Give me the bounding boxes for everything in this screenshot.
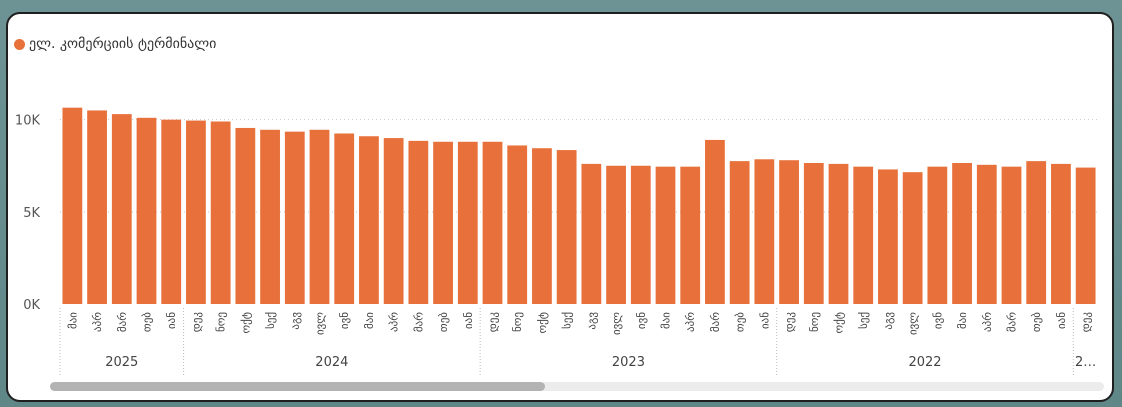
x-tick-label: მარ <box>709 312 722 332</box>
bar[interactable] <box>927 166 948 304</box>
bar[interactable] <box>952 162 972 304</box>
x-tick-label: ივნ <box>338 312 351 329</box>
x-tick-label: მარ <box>1006 312 1019 332</box>
horizontal-scrollbar-thumb[interactable] <box>50 382 545 391</box>
bar[interactable] <box>186 120 206 304</box>
bar[interactable] <box>408 140 429 304</box>
x-tick-label: ივლ <box>314 312 327 335</box>
bar[interactable] <box>779 160 799 304</box>
bar[interactable] <box>457 141 478 304</box>
y-tick-label: 10K <box>15 114 41 129</box>
x-tick-label: ნოე <box>215 312 228 332</box>
bar[interactable] <box>433 141 453 304</box>
bar[interactable] <box>87 110 107 304</box>
year-label: 2022 <box>908 355 941 370</box>
bar[interactable] <box>803 162 824 304</box>
x-tick-label: ოქტ <box>239 312 252 333</box>
bar[interactable] <box>136 117 157 305</box>
x-tick-label: იან <box>462 312 475 329</box>
x-tick-label: აპრ <box>981 312 994 332</box>
bar[interactable] <box>581 163 602 304</box>
legend-dot <box>14 38 25 50</box>
x-tick-label: დეკ <box>190 312 203 333</box>
year-label: 2… <box>1075 355 1096 370</box>
bar[interactable] <box>161 119 182 304</box>
x-tick-label: მარ <box>412 312 425 332</box>
x-tick-label: იან <box>1055 312 1068 329</box>
bar[interactable] <box>111 114 132 305</box>
bar[interactable] <box>1026 161 1047 304</box>
bar[interactable] <box>754 159 775 304</box>
x-tick-label: იან <box>758 312 771 329</box>
bar[interactable] <box>878 169 898 304</box>
chart-card: ელ. კომერციის ტერმინალი 0K 5K 10K მაი აპრ მარ… <box>6 12 1114 402</box>
bar[interactable] <box>210 121 231 304</box>
x-tick-label: ნოე <box>511 312 524 332</box>
bar[interactable] <box>507 145 528 304</box>
x-tick-label: აპრ <box>684 312 697 332</box>
x-tick-label: მაი <box>363 312 376 329</box>
bar[interactable] <box>260 129 280 304</box>
bar[interactable] <box>62 107 83 305</box>
bar[interactable] <box>606 165 626 304</box>
x-tick-label: ივლ <box>907 312 920 335</box>
y-tick-label: 5K <box>23 206 40 221</box>
x-tick-label: ოქტ <box>833 312 846 333</box>
bar[interactable] <box>359 136 379 304</box>
x-tick-label: აგვ <box>289 312 302 330</box>
x-tick-label: მარ <box>116 312 129 332</box>
bar[interactable] <box>1001 166 1022 304</box>
bar[interactable] <box>532 148 552 304</box>
x-tick-label: ივნ <box>931 312 944 329</box>
bar[interactable] <box>828 163 849 304</box>
x-tick-label: იან <box>165 312 178 329</box>
year-label: 2023 <box>612 355 645 370</box>
x-tick-label: მაი <box>956 312 969 329</box>
legend[interactable]: ელ. კომერციის ტერმინალი <box>14 36 216 52</box>
bar[interactable] <box>284 131 305 304</box>
x-tick-label: სექ <box>857 312 870 329</box>
bar[interactable] <box>482 141 503 304</box>
bar[interactable] <box>630 165 651 304</box>
x-tick-label: ივლ <box>610 312 623 335</box>
year-label: 2024 <box>315 355 348 370</box>
bar[interactable] <box>680 166 701 304</box>
x-tick-label: თებ <box>734 312 747 332</box>
bar[interactable] <box>853 166 874 304</box>
bar[interactable] <box>705 139 725 304</box>
x-tick-label: ნოე <box>808 312 821 332</box>
x-tick-label: დეკ <box>1080 312 1093 333</box>
bar[interactable] <box>383 138 404 304</box>
y-tick-label: 0K <box>23 298 40 313</box>
x-tick-label: მაი <box>660 312 673 329</box>
x-tick-label: თებ <box>141 312 154 332</box>
x-tick-label: თებ <box>1030 312 1043 332</box>
bar[interactable] <box>976 164 997 304</box>
year-label: 2025 <box>105 355 138 370</box>
bar[interactable] <box>655 166 676 304</box>
bar[interactable] <box>556 150 577 304</box>
bar[interactable] <box>902 172 923 304</box>
x-tick-label: აგვ <box>882 312 895 330</box>
x-tick-label: აპრ <box>388 312 401 332</box>
horizontal-scrollbar-track[interactable] <box>50 382 1104 391</box>
bar[interactable] <box>309 129 330 304</box>
x-tick-label: დეკ <box>487 312 500 333</box>
x-tick-label: სექ <box>264 312 277 329</box>
bar[interactable] <box>334 133 355 304</box>
legend-label: ელ. კომერციის ტერმინალი <box>29 36 217 52</box>
x-tick-label: ივნ <box>635 312 648 329</box>
x-tick-label: აპრ <box>91 312 104 332</box>
x-tick-label: დეკ <box>783 312 796 333</box>
bar[interactable] <box>1075 167 1096 304</box>
x-tick-label: სექ <box>561 312 574 329</box>
x-tick-label: თებ <box>437 312 450 332</box>
bar[interactable] <box>729 161 750 304</box>
x-tick-label: ოქტ <box>536 312 549 333</box>
x-tick-label: აგვ <box>585 312 598 330</box>
bar[interactable] <box>235 127 256 305</box>
bar[interactable] <box>1051 163 1071 304</box>
x-tick-label: მაი <box>66 312 79 329</box>
